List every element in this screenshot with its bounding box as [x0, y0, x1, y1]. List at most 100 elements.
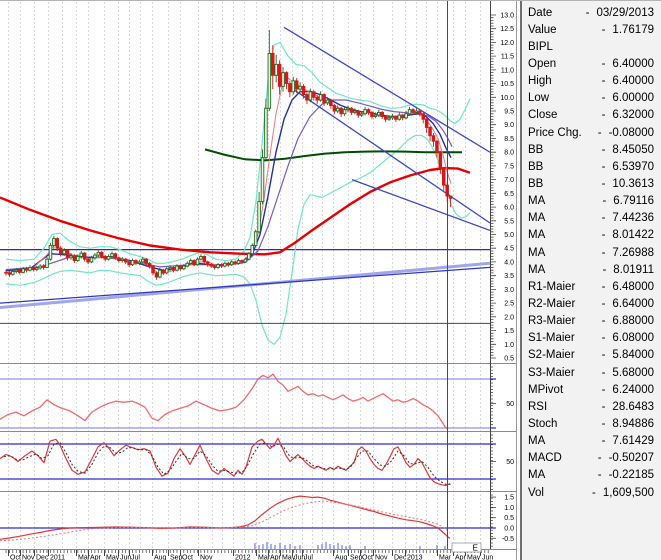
row-label: Vol [528, 486, 544, 499]
svg-text:10.0: 10.0 [500, 95, 514, 102]
svg-text:1.0: 1.0 [504, 505, 514, 512]
svg-text:2.5: 2.5 [504, 301, 514, 308]
svg-text:5.5: 5.5 [504, 218, 514, 225]
chart-background [0, 1, 520, 560]
row-value: 6.40000 [612, 57, 654, 70]
candlesticks [4, 30, 453, 280]
row-dash: - [597, 452, 602, 465]
row-dash: - [601, 75, 606, 88]
data-row-vol: Vol -1,609,500 [528, 484, 654, 501]
row-value: 6.40000 [612, 75, 654, 88]
row-label: R1-Maier [528, 280, 576, 293]
axis-event-marker[interactable]: E [451, 542, 482, 553]
svg-text:11.0: 11.0 [501, 67, 514, 74]
svg-text:8.5: 8.5 [504, 136, 514, 143]
svg-text:12.0: 12.0 [500, 40, 514, 47]
row-label: Price Chg. [528, 126, 582, 139]
svg-text:3.0: 3.0 [504, 287, 514, 294]
row-dash: - [601, 417, 606, 430]
row-value: 5.68000 [612, 366, 654, 379]
row-dash: - [602, 263, 607, 276]
row-label: Close [528, 109, 558, 122]
row-label: Stoch [528, 417, 558, 430]
svg-text:E: E [473, 544, 478, 553]
ma-long-red [0, 166, 471, 256]
data-row-s3-maier: S3-Maier -5.68000 [528, 364, 654, 381]
svg-text:Jun: Jun [482, 555, 493, 560]
row-label: MA [528, 212, 546, 225]
row-dash: - [601, 143, 606, 156]
row-value: 6.79116 [613, 195, 654, 208]
price-axis[interactable]: 0.5 1.0 1.5 2.0 2.5 3.0 3.5 4.0 4.5 5.0 5.5 6.0 6.5 7… [490, 12, 514, 547]
row-label: MA [528, 229, 546, 242]
row-value: 6.24000 [612, 383, 654, 396]
svg-text:Dec: Dec [394, 555, 407, 560]
row-label: S3-Maier [528, 366, 575, 379]
svg-text:-0.5: -0.5 [502, 536, 514, 543]
volume-ticks [254, 542, 446, 549]
svg-text:1.5: 1.5 [504, 495, 514, 502]
data-row-bb: BB -8.45050 [528, 141, 654, 158]
svg-text:Sep: Sep [170, 555, 183, 560]
svg-text:Apr: Apr [270, 555, 282, 560]
data-row-mpivot: MPivot -6.24000 [528, 381, 654, 398]
panel-divider[interactable] [516, 1, 517, 560]
row-label: BB [528, 160, 544, 173]
row-label: MA [528, 246, 546, 259]
data-row-ma: MA - -0.22185 [528, 467, 654, 484]
row-value: 8.01911 [613, 263, 654, 276]
svg-text:10.5: 10.5 [500, 81, 514, 88]
data-row-value: Value -1.76179 [528, 21, 654, 38]
row-dash: - [601, 400, 606, 413]
price-chart-plot[interactable]: 0.5 1.0 1.5 2.0 2.5 3.0 3.5 4.0 4.5 5.0 5.5 6.0 6.5 7… [0, 1, 520, 560]
time-axis[interactable]: Oct Nov Dec 2011 Mar Apr May Jun Jul Aug Sep Oct Nov… [5, 550, 493, 560]
svg-text:50: 50 [506, 401, 514, 408]
row-value: 8.94886 [612, 417, 654, 430]
row-value: 6.88000 [612, 315, 654, 328]
svg-text:Oct: Oct [362, 555, 373, 560]
row-value: 1.76179 [612, 23, 654, 36]
row-label: R3-Maier [528, 315, 576, 328]
ma-long-green [204, 148, 462, 162]
row-label: BIPL [528, 40, 553, 53]
svg-text:Jun: Jun [294, 555, 305, 560]
row-value: 10.3613 [612, 177, 654, 190]
row-label: Low [528, 92, 550, 105]
svg-text:Jul: Jul [304, 555, 313, 560]
data-row-price-chg-: Price Chg. - -0.08000 [528, 124, 654, 141]
data-row-ma: MA -6.79116 [528, 193, 654, 210]
data-row-r3-maier: R3-Maier -6.88000 [528, 313, 654, 330]
svg-text:3.5: 3.5 [504, 273, 514, 280]
row-value: 03/29/2013 [596, 6, 654, 19]
svg-text:Jun: Jun [120, 555, 131, 560]
svg-text:Oct: Oct [10, 555, 21, 560]
svg-text:0.5: 0.5 [504, 515, 514, 522]
row-dash: - [601, 177, 606, 190]
row-value: 7.44236 [612, 212, 654, 225]
svg-text:Oct: Oct [182, 555, 193, 560]
row-value: 6.48000 [612, 280, 654, 293]
svg-text:Sep: Sep [350, 555, 363, 560]
data-row-stoch: Stoch -8.94886 [528, 415, 654, 432]
svg-text:13.0: 13.0 [500, 12, 514, 19]
svg-text:2012: 2012 [235, 555, 251, 560]
row-value: 6.08000 [612, 332, 654, 345]
data-row-rsi: RSI -28.6483 [528, 398, 654, 415]
row-value: 8.01422 [612, 229, 654, 242]
row-value: 6.32000 [612, 109, 654, 122]
data-row-ma: MA -7.44236 [528, 210, 654, 227]
crosshair[interactable] [0, 1, 490, 549]
row-value: -0.50207 [608, 452, 654, 465]
row-dash: - [597, 126, 602, 139]
row-value: 6.53970 [612, 160, 654, 173]
row-label: BB [528, 143, 544, 156]
row-value: 7.26988 [612, 246, 654, 259]
row-label: S1-Maier [528, 332, 575, 345]
row-value: 28.6483 [612, 400, 654, 413]
svg-text:Mar: Mar [439, 555, 452, 560]
uptrend-thin [0, 266, 490, 304]
row-dash: - [601, 280, 606, 293]
row-value: 6.00000 [612, 92, 654, 105]
downtrend-upper [283, 26, 490, 153]
